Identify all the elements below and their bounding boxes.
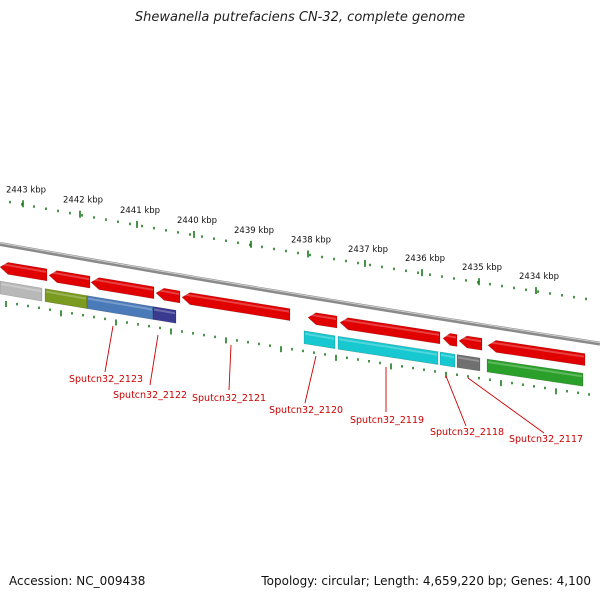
kbp-tick-label: 2436 kbp	[405, 254, 445, 264]
inner-tick-row	[5, 301, 590, 396]
kbp-tick-label: 2442 kbp	[63, 196, 103, 206]
gene-arrow	[458, 335, 483, 351]
kbp-tick-label: 2443 kbp	[6, 185, 46, 195]
gene-block	[486, 358, 584, 387]
gene-arrow	[442, 333, 458, 347]
kbp-tick-label: 2439 kbp	[234, 226, 274, 236]
gene-block	[0, 280, 43, 302]
gene-block	[456, 354, 481, 372]
scale-ruler: 2443 kbp 2442 kbp 2441 kbp 2440 kbp 2439 kbp…	[6, 185, 587, 301]
gene-arrow	[0, 262, 48, 282]
gene-arrow	[155, 287, 181, 304]
gene-block	[439, 351, 456, 368]
genome-stats-text: Topology: circular; Length: 4,659,220 bp…	[261, 574, 591, 588]
gene-block	[337, 335, 439, 365]
reverse-strand-track	[0, 280, 584, 387]
kbp-tick-label: 2438 kbp	[291, 235, 331, 245]
gene-arrow	[48, 270, 91, 289]
forward-strand-track	[0, 262, 586, 366]
map-title: Shewanella putrefaciens CN-32, complete …	[134, 10, 466, 25]
gene-arrow	[307, 312, 338, 329]
gene-block	[86, 295, 154, 320]
gene-arrow	[339, 317, 441, 345]
kbp-tick-label: 2437 kbp	[348, 245, 388, 255]
kbp-tick-label: 2441 kbp	[120, 206, 160, 216]
gene-label: Sputcn32_2118	[430, 427, 504, 438]
gene-label: Sputcn32_2122	[113, 390, 187, 401]
gene-label: Sputcn32_2119	[350, 415, 424, 426]
gene-arrow	[181, 292, 291, 321]
accession-text: Accession: NC_009438	[9, 574, 146, 588]
gene-label: Sputcn32_2121	[192, 393, 266, 404]
gene-label: Sputcn32_2120	[269, 405, 343, 416]
genome-backbone	[0, 242, 600, 346]
gene-label: Sputcn32_2123	[69, 374, 143, 385]
gene-block	[44, 288, 88, 309]
kbp-tick-label: 2435 kbp	[462, 263, 502, 273]
gene-block	[303, 330, 336, 350]
kbp-tick-label: 2440 kbp	[177, 216, 217, 226]
gene-block	[152, 306, 177, 324]
gene-arrow	[487, 340, 586, 366]
gene-arrow	[90, 277, 155, 300]
gene-label: Sputcn32_2117	[509, 434, 583, 445]
kbp-tick-label: 2434 kbp	[519, 272, 559, 282]
